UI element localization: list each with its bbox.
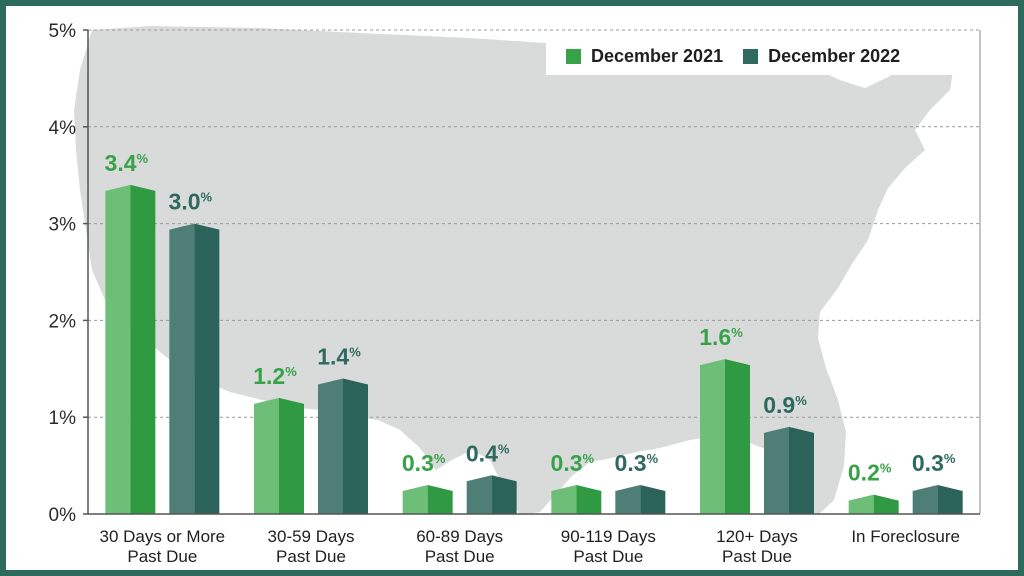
bar-right-face: [873, 494, 899, 514]
bar-right-face: [725, 359, 750, 514]
data-label: 0.3%: [912, 450, 956, 476]
bar-left-face: [318, 378, 343, 514]
bar-right-face: [491, 475, 517, 514]
bar-left-face: [615, 484, 641, 514]
y-tick-label: 1%: [49, 408, 77, 429]
bar-december-2021: [402, 484, 453, 514]
x-axis: 30 Days or More Past Due 30-59 Days Past Du…: [88, 513, 980, 566]
bar-left-face: [466, 475, 492, 514]
bar-series: [105, 184, 963, 514]
data-label: 3.0%: [169, 189, 213, 215]
bar-december-2021: [254, 397, 304, 514]
data-label: 1.4%: [317, 343, 361, 369]
data-labels: 3.4% 3.0% 1.2% 1.4% 0.3% 0.4% 0.3% 0.3% 1.6% 0.9%…: [105, 150, 956, 486]
bar-left-face: [105, 184, 131, 514]
bar-left-face: [700, 359, 725, 514]
data-label: 0.4%: [466, 440, 510, 466]
legend-label: December 2022: [768, 45, 901, 66]
x-tick-label: 120+ Days Past Due: [716, 527, 798, 566]
bar-left-face: [912, 484, 938, 514]
y-tick-label: 4%: [49, 118, 77, 139]
bar-left-face: [764, 426, 789, 514]
bar-december-2022: [169, 223, 220, 514]
bar-right-face: [789, 426, 814, 514]
bar-december-2021: [551, 484, 602, 514]
bar-right-face: [343, 378, 368, 514]
data-label: 1.6%: [699, 324, 743, 350]
legend: December 2021 December 2022: [546, 37, 966, 75]
bar-december-2022: [615, 484, 666, 514]
y-tick-label: 2%: [49, 311, 77, 332]
legend-item-december-2022: December 2022: [743, 46, 900, 67]
data-label: 0.3%: [551, 450, 595, 476]
data-label: 0.2%: [848, 460, 892, 486]
bar-right-face: [427, 484, 453, 514]
x-tick-label: In Foreclosure: [851, 527, 960, 546]
bar-december-2022: [318, 378, 368, 514]
y-tick-label: 0%: [49, 505, 77, 526]
bar-december-2022: [466, 475, 517, 514]
bar-december-2022: [764, 426, 814, 514]
y-axis: 0% 1% 2% 3% 4% 5%: [49, 21, 981, 526]
data-label: 0.9%: [763, 392, 807, 418]
bar-left-face: [254, 397, 279, 514]
data-label: 1.2%: [253, 363, 297, 389]
x-tick-label: 30-59 Days Past Due: [268, 527, 355, 566]
bar-december-2021: [848, 494, 899, 514]
gridlines: [88, 29, 980, 418]
x-tick-label: 30 Days or More Past Due: [99, 527, 225, 566]
bar-december-2021: [105, 184, 156, 514]
bar-december-2021: [700, 359, 750, 514]
y-tick-label: 5%: [49, 21, 77, 42]
bar-left-face: [402, 484, 428, 514]
legend-item-december-2021: December 2021: [566, 46, 723, 67]
data-label: 0.3%: [402, 450, 446, 476]
x-tick-label: 60-89 Days Past Due: [416, 527, 503, 566]
bar-december-2022: [912, 484, 963, 514]
bar-left-face: [169, 223, 195, 514]
bar-right-face: [130, 184, 156, 514]
data-label: 3.4%: [105, 150, 149, 176]
legend-label: December 2021: [591, 45, 724, 66]
y-tick-label: 3%: [49, 215, 77, 236]
bar-right-face: [576, 484, 602, 514]
data-label: 0.3%: [615, 450, 659, 476]
bar-left-face: [848, 494, 874, 514]
bar-right-face: [937, 484, 963, 514]
bar-right-face: [640, 484, 666, 514]
bar-left-face: [551, 484, 577, 514]
bar-right-face: [279, 397, 304, 514]
bar-right-face: [194, 223, 220, 514]
legend-swatch: [743, 48, 759, 64]
x-tick-label: 90-119 Days Past Due: [561, 527, 656, 566]
legend-swatch: [566, 48, 581, 64]
